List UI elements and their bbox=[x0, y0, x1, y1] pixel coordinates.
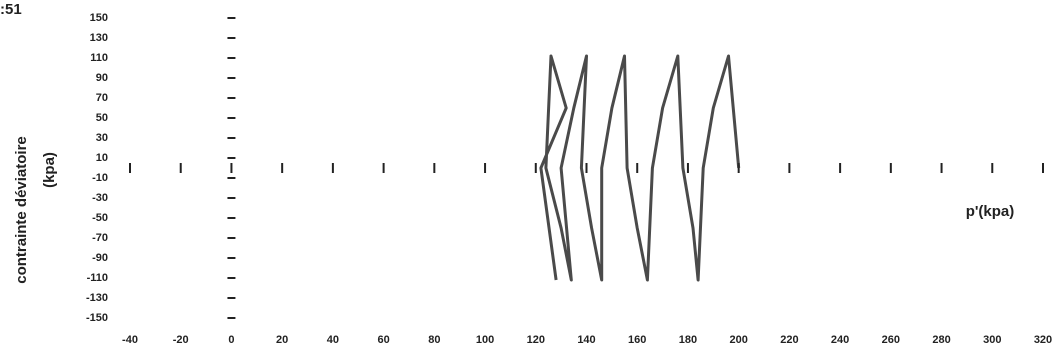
x-tick-label: 180 bbox=[679, 334, 697, 346]
y-tick-label: 70 bbox=[96, 92, 108, 104]
x-tick-label: -40 bbox=[122, 334, 138, 346]
y-axis-unit: (kpa) bbox=[41, 152, 58, 188]
y-tick-label: -50 bbox=[92, 212, 108, 224]
x-tick-label: 320 bbox=[1034, 334, 1052, 346]
y-tick-label: -70 bbox=[92, 232, 108, 244]
x-tick-label: 280 bbox=[932, 334, 950, 346]
x-tick-label: -20 bbox=[173, 334, 189, 346]
x-tick-label: 220 bbox=[780, 334, 798, 346]
y-tick-label: -30 bbox=[92, 192, 108, 204]
x-tick-label: 300 bbox=[983, 334, 1001, 346]
y-tick-label: 30 bbox=[96, 132, 108, 144]
x-tick-label: 100 bbox=[476, 334, 494, 346]
y-tick-label: 150 bbox=[90, 12, 108, 24]
x-tick-label: 200 bbox=[729, 334, 747, 346]
y-tick-label: -10 bbox=[92, 172, 108, 184]
x-axis-label: p'(kpa) bbox=[966, 203, 1015, 220]
y-tick-label: 130 bbox=[90, 32, 108, 44]
x-tick-label: 160 bbox=[628, 334, 646, 346]
y-tick-label: -90 bbox=[92, 252, 108, 264]
x-tick-label: 20 bbox=[276, 334, 288, 346]
x-tick-label: 140 bbox=[577, 334, 595, 346]
x-tick-label: 80 bbox=[428, 334, 440, 346]
y-tick-label: 10 bbox=[96, 152, 108, 164]
x-tick-label: 60 bbox=[377, 334, 389, 346]
y-tick-label: 90 bbox=[96, 72, 108, 84]
x-tick-label: 240 bbox=[831, 334, 849, 346]
y-tick-label: 50 bbox=[96, 112, 108, 124]
y-tick-label: -110 bbox=[87, 272, 108, 284]
y-tick-label: -150 bbox=[86, 312, 108, 324]
x-tick-label: 260 bbox=[882, 334, 900, 346]
x-tick-label: 40 bbox=[327, 334, 339, 346]
x-tick-label: 0 bbox=[228, 334, 234, 346]
y-axis-label: contrainte déviatoire bbox=[13, 136, 30, 284]
stress-path bbox=[539, 54, 741, 282]
x-tick-label: 120 bbox=[527, 334, 545, 346]
y-tick-label: -130 bbox=[86, 292, 108, 304]
y-tick-label: 110 bbox=[90, 52, 108, 64]
corner-label: :51 bbox=[0, 1, 22, 18]
